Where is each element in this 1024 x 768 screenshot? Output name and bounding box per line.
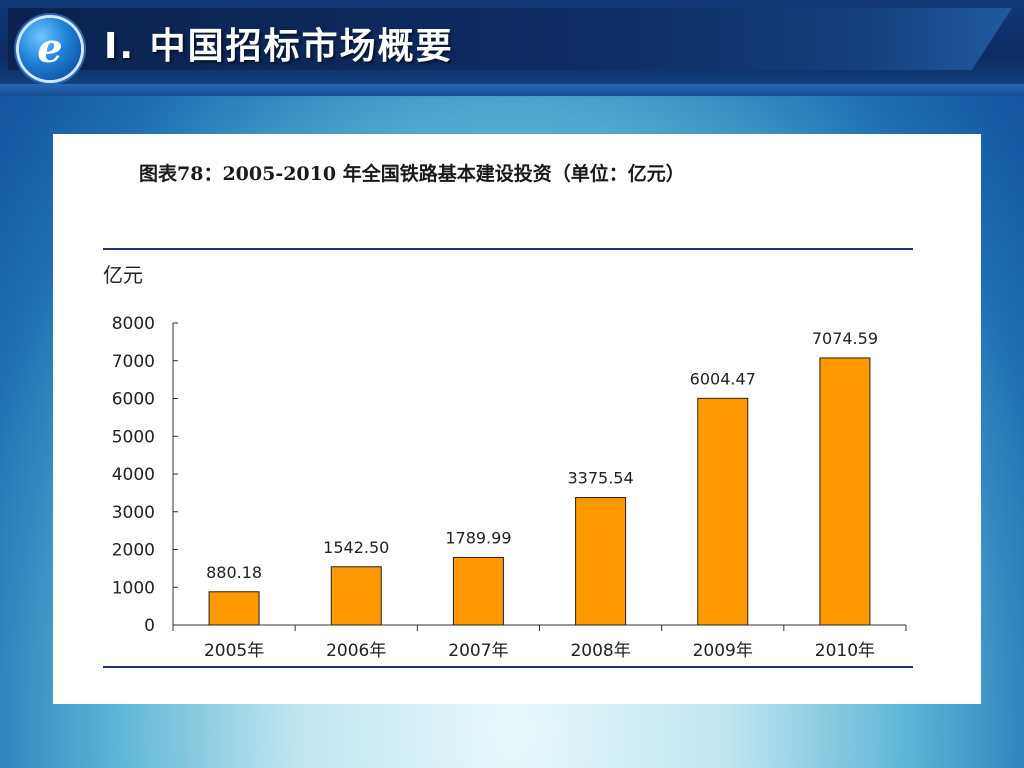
bar xyxy=(452,556,504,626)
y-tick-label: 8000 xyxy=(112,314,155,334)
data-label: 3375.54 xyxy=(567,469,633,488)
data-label: 1542.50 xyxy=(323,538,389,557)
banner-glow xyxy=(0,84,1024,98)
bar xyxy=(208,591,260,626)
x-tick-label: 2010年 xyxy=(815,641,875,661)
bar-chart: 亿元 0 1000 2000 3000 4000 5000 6000 7000 8000 880.1… xyxy=(103,248,913,668)
data-label: 7074.59 xyxy=(812,329,878,348)
x-tick-label: 2005年 xyxy=(204,641,264,661)
y-tick-label: 0 xyxy=(144,616,155,636)
x-tick-label: 2007年 xyxy=(448,641,508,661)
chart-title: 图表78：2005-2010 年全国铁路基本建设投资（单位：亿元） xyxy=(139,163,685,185)
logo-glyph: e xyxy=(37,25,63,72)
chart-panel: 图表78：2005-2010 年全国铁路基本建设投资（单位：亿元） 亿元 0 100… xyxy=(53,134,981,704)
y-tick-label: 7000 xyxy=(112,352,155,372)
y-tick-label: 6000 xyxy=(112,390,155,410)
bar xyxy=(819,357,871,626)
bar xyxy=(697,397,749,626)
bar xyxy=(575,497,627,626)
x-tick-label: 2009年 xyxy=(693,641,753,661)
bar xyxy=(330,566,382,626)
y-axis-label: 亿元 xyxy=(103,263,143,287)
data-label: 880.18 xyxy=(206,563,262,582)
title-bar xyxy=(8,8,1012,70)
y-tick-label: 1000 xyxy=(112,578,155,598)
x-tick-label: 2006年 xyxy=(326,641,386,661)
y-tick-label: 5000 xyxy=(112,427,155,447)
y-tick-label: 4000 xyxy=(112,465,155,485)
e-letter-logo-icon: e xyxy=(19,18,81,80)
page-title: Ⅰ. 中国招标市场概要 xyxy=(104,26,454,67)
x-tick-label: 2008年 xyxy=(570,641,630,661)
data-label: 6004.47 xyxy=(690,369,756,388)
data-label: 1789.99 xyxy=(445,528,511,547)
y-tick-label: 2000 xyxy=(112,541,155,561)
y-tick-label: 3000 xyxy=(112,503,155,523)
